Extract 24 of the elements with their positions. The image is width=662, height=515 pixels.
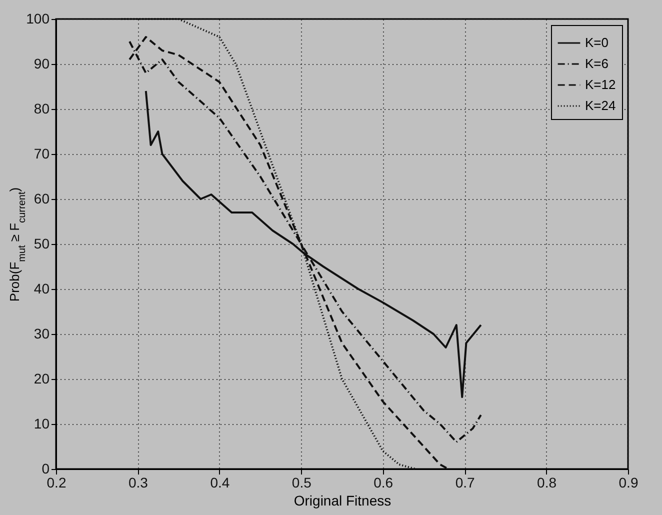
y-tick-label: 80: [34, 100, 50, 116]
y-tick-label: 30: [34, 326, 50, 342]
x-tick-label: 0.5: [292, 474, 312, 490]
y-tick-label: 20: [34, 370, 50, 386]
legend-label: K=0: [585, 35, 608, 50]
y-tick-label: 10: [34, 416, 50, 432]
x-axis-title: Original Fitness: [294, 492, 392, 508]
x-tick-label: 0.6: [374, 474, 394, 490]
x-tick-label: 0.8: [537, 474, 557, 490]
y-tick-label: 100: [26, 10, 50, 26]
legend-label: K=6: [585, 56, 608, 71]
y-tick-label: 70: [34, 146, 50, 162]
x-tick-label: 0.4: [210, 474, 230, 490]
y-tick-label: 90: [34, 56, 50, 72]
x-tick-label: 0.9: [618, 474, 638, 490]
x-tick-label: 0.2: [46, 474, 66, 490]
y-tick-label: 50: [34, 236, 50, 252]
legend-label: K=12: [585, 77, 616, 92]
y-tick-label: 0: [42, 460, 50, 476]
x-tick-label: 0.3: [128, 474, 148, 490]
x-tick-label: 0.7: [455, 474, 476, 490]
y-tick-label: 60: [34, 190, 50, 206]
y-tick-label: 40: [34, 280, 50, 296]
legend-label: K=24: [585, 98, 616, 113]
